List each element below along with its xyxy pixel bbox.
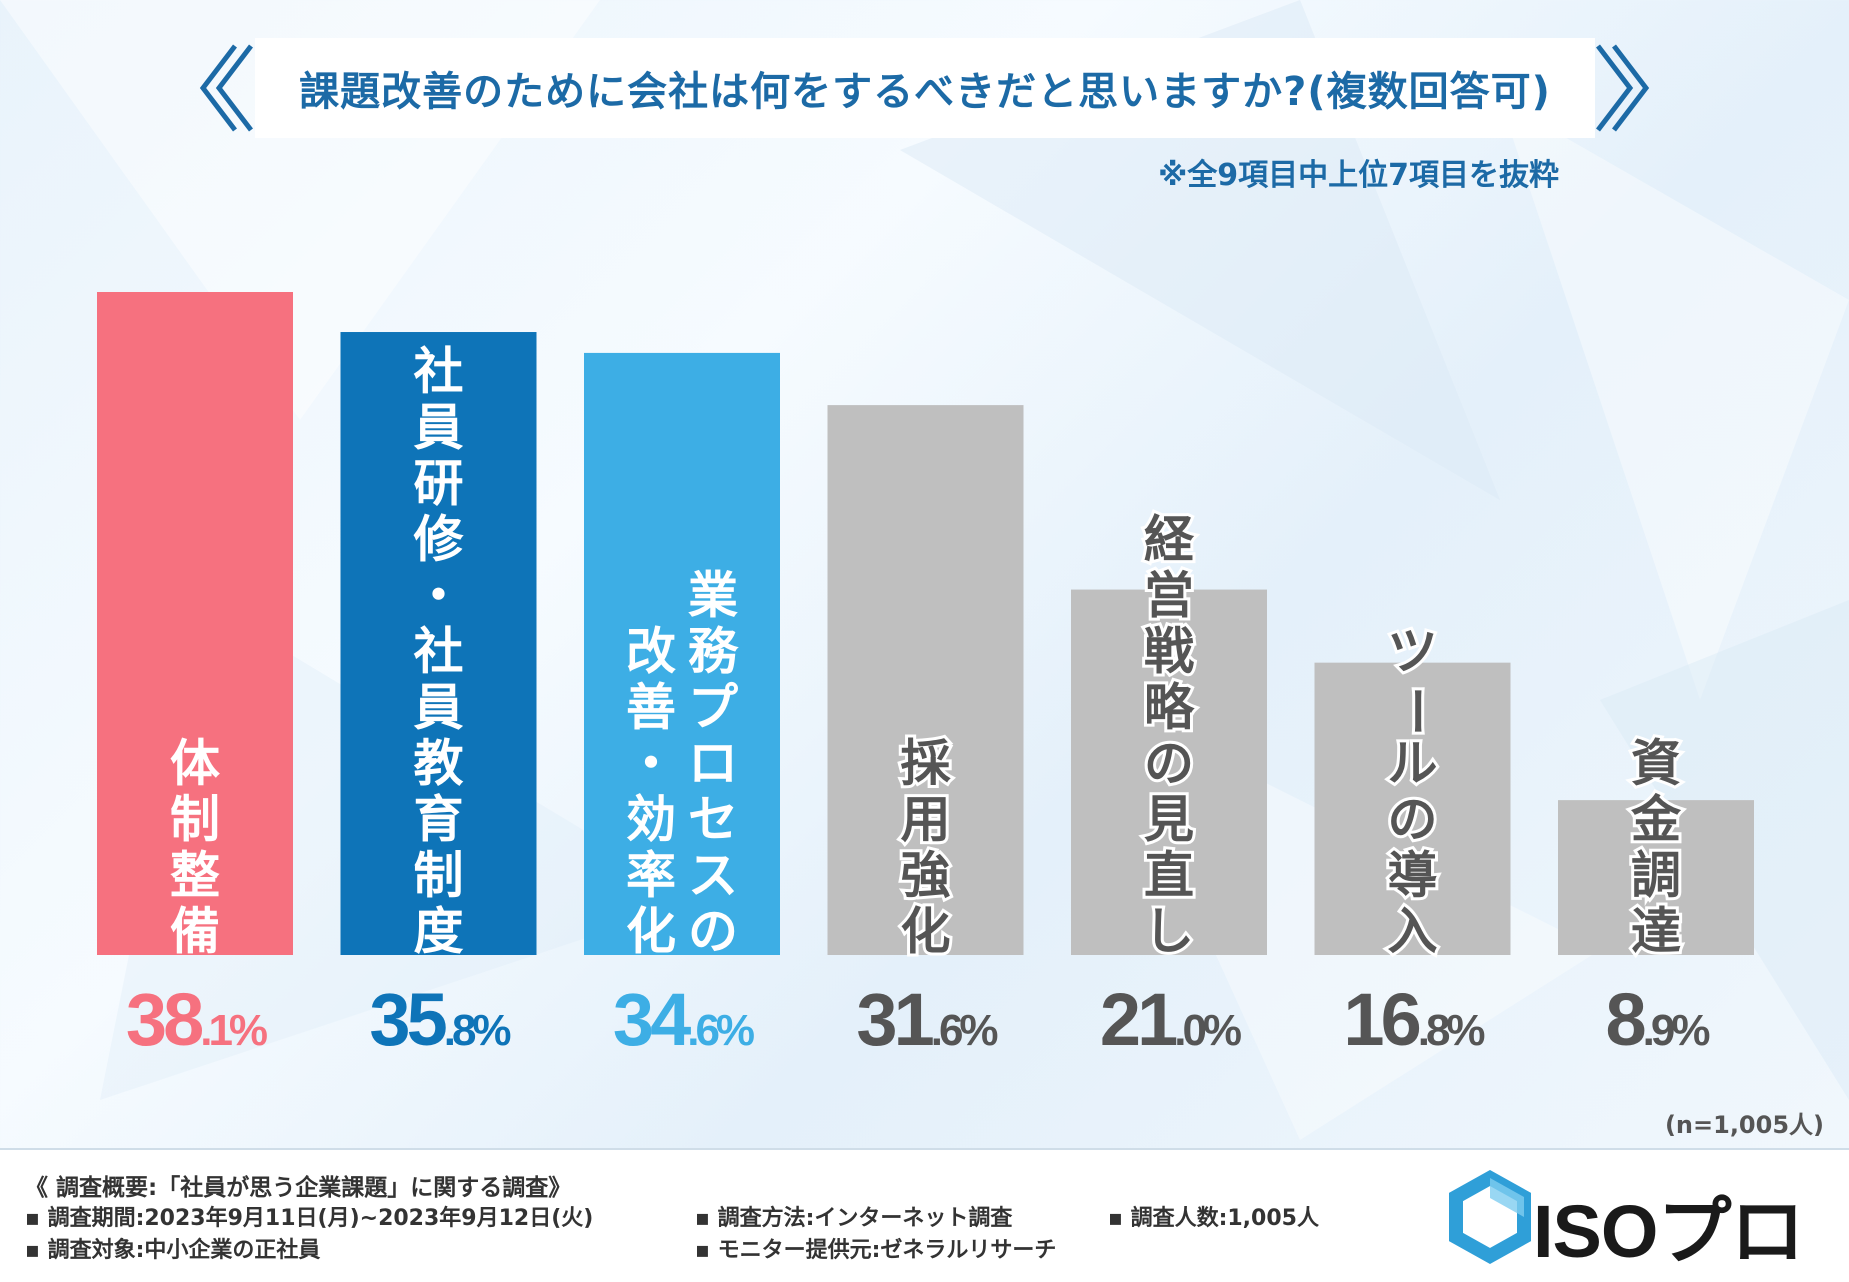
survey-count: ▪ 調査人数:1,005人 [1108,1206,1319,1231]
bar-3 [584,352,780,955]
category-label-char: 員 [414,399,464,457]
bar-chart: 体制整備38.1%社員研修・社員教育制度35.8%業務プロセスの改善・効率化34… [97,292,1754,1061]
value-label-3: 34.6% [613,978,754,1061]
category-label-char: 制 [414,847,464,905]
category-label-char: ー [1387,686,1445,736]
category-label-char: 備 [170,903,220,961]
category-label-char: 度 [414,903,464,961]
category-label-char: 用 [901,791,951,849]
hexagon-logo-icon [1449,1170,1531,1265]
category-label-char: 直 [1144,847,1194,905]
category-label-char: ル [1388,735,1438,793]
category-label-char: ロ [688,735,738,793]
category-label-char: 入 [1388,903,1438,961]
bar-5 [1071,589,1267,955]
value-label-7: 8.9% [1606,978,1710,1061]
category-label-char: 採 [901,735,952,793]
category-label-char: 率 [626,847,676,905]
isopro-logo: ISOプロ [1448,1170,1828,1273]
value-label-4: 31.6% [856,978,997,1061]
value-label-1: 38.1% [126,978,267,1061]
chart-title: 課題改善のために会社は何をするべきだと思いますか?(複数回答可) [255,38,1595,138]
category-label-char: ス [688,847,738,905]
category-label-char: 金 [1631,791,1682,849]
chart-title-banner: 課題改善のために会社は何をするべきだと思いますか?(複数回答可) [199,38,1650,138]
category-label-char: ・ [414,567,464,625]
survey-method: ▪ 調査方法:インターネット調査 [695,1206,1013,1231]
bar-4 [827,405,1024,955]
survey-footer: 《 調査概要:「社員が思う企業課題」に関する調査》 ▪ 調査期間:2023年9月… [0,1148,1849,1282]
category-label-char: 営 [1144,567,1194,625]
bar-2 [340,332,537,955]
survey-target: ▪ 調査対象:中小企業の正社員 [25,1238,321,1263]
survey-period: ▪ 調査期間:2023年9月11日(月)~2023年9月12日(火) [25,1206,594,1231]
category-label-char: 化 [626,903,676,961]
category-label-char: 経 [1144,511,1195,569]
subset-note: ※全9項目中上位7項目を抜粋 [1158,158,1559,193]
category-label-char: し [1144,903,1194,961]
category-label-char: 社 [414,343,464,401]
survey-provider: ▪ モニター提供元:ゼネラルリサーチ [695,1238,1057,1263]
value-label-6: 16.8% [1343,978,1484,1061]
value-label-2: 35.8% [369,978,510,1061]
bar-6 [1314,662,1511,955]
category-label-char: の [1388,791,1438,849]
category-label-char: 制 [170,791,220,849]
chevron-right-icon [1596,44,1650,132]
category-label-char: 員 [414,679,464,737]
category-label-char: ツ [1388,623,1438,681]
category-label-char: 戦 [1144,623,1194,681]
value-label-5: 21.0% [1100,978,1241,1061]
category-label-char: 善 [626,679,676,737]
category-label-char: の [688,903,738,961]
category-label-char: 修 [414,511,465,569]
category-label-char: 強 [901,847,951,905]
category-label-char: 改 [626,623,676,681]
bar-1 [97,292,293,955]
category-label-char: 社 [414,623,464,681]
category-label-char: 業 [688,567,738,625]
category-label-char: 達 [1631,903,1681,961]
category-label-char: 体 [170,735,220,793]
category-label-char: 導 [1388,847,1438,905]
category-label-char: ・ [626,735,676,793]
survey-overview: 《 調査概要:「社員が思う企業課題」に関する調査》 [25,1175,572,1201]
category-label-char: セ [688,791,738,849]
category-label-char: 教 [414,735,464,793]
category-label-char: プ [688,679,738,737]
sample-size: (n=1,005人) [1664,1111,1824,1139]
category-label-char: 略 [1144,679,1195,737]
category-label-char: 見 [1144,791,1194,849]
category-label-char: の [1144,735,1194,793]
category-label-char: 整 [170,847,220,905]
category-label-char: 調 [1631,847,1681,905]
category-label-char: 育 [414,791,464,849]
category-label-char: 資 [1631,735,1681,793]
chevron-left-icon [199,44,253,132]
category-label-char: 研 [414,455,464,513]
category-label-char: 効 [626,791,676,849]
bar-7 [1558,800,1754,955]
category-label-char: 務 [688,623,739,681]
category-label-char: 化 [901,903,951,961]
logo-text: ISOプロ [1533,1190,1804,1273]
